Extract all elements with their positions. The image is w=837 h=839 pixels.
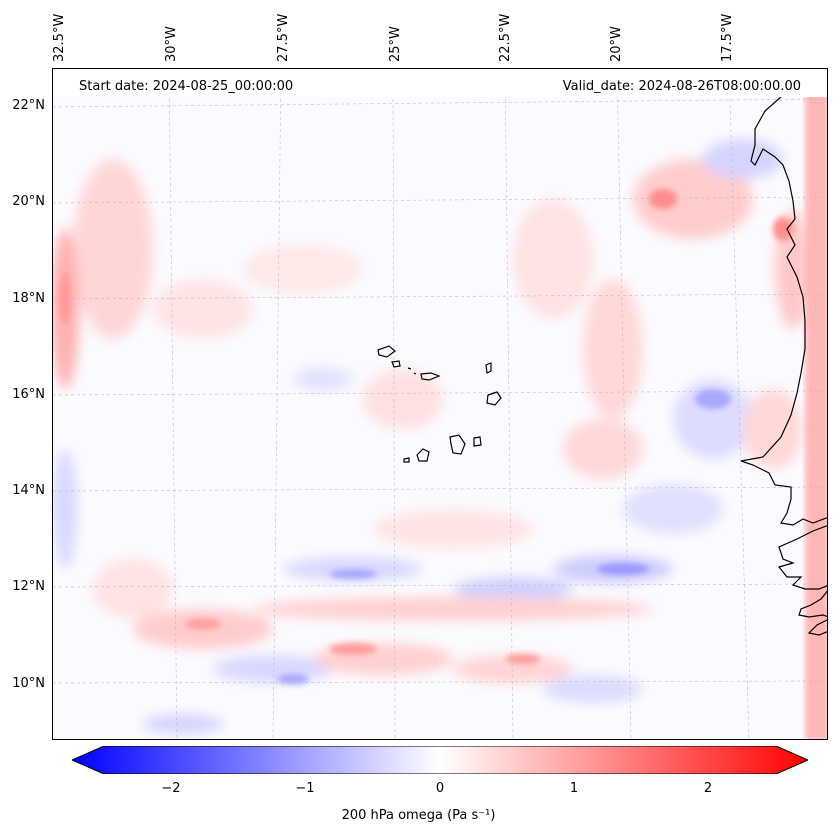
colorbar-body — [72, 746, 808, 774]
omega-field — [53, 69, 827, 739]
lon-label-17-5w: 17.5°W — [720, 13, 735, 62]
lat-label-10n: 10°N — [12, 676, 45, 691]
lon-label-22-5w: 22.5°W — [498, 13, 513, 62]
lat-label-12n: 12°N — [12, 579, 45, 594]
lat-label-14n: 14°N — [12, 483, 45, 498]
coastline-west-africa — [740, 79, 827, 526]
graticule — [53, 69, 827, 739]
colorbar-tick-minus1: −1 — [295, 781, 315, 796]
lat-label-16n: 16°N — [12, 387, 45, 402]
east-edge-band — [805, 69, 827, 739]
cape-verde-islands — [377, 345, 502, 463]
colorbar-tick-minus2: −2 — [161, 781, 181, 796]
colorbar — [72, 746, 808, 774]
colorbar-tick-0: 0 — [435, 781, 445, 796]
start-date-label: Start date: 2024-08-25_00:00:00 — [79, 79, 294, 94]
omega-strong-cores — [59, 189, 793, 684]
map-panel: Start date: 2024-08-25_00:00:00 Valid_da… — [52, 68, 828, 740]
coastline-guinea — [777, 525, 827, 590]
colorbar-tick-1: 1 — [569, 781, 579, 796]
lon-label-20w: 20°W — [609, 26, 624, 62]
lat-label-20n: 20°N — [12, 194, 45, 209]
lon-label-25w: 25°W — [388, 26, 403, 62]
lon-label-30w: 30°W — [164, 26, 179, 62]
info-band — [53, 69, 827, 97]
lon-label-32-5w: 32.5°W — [52, 13, 67, 62]
valid-date-label: Valid_date: 2024-08-26T08:00:00.00 — [562, 79, 801, 94]
lat-label-22n: 22°N — [12, 98, 45, 113]
lon-label-27-5w: 27.5°W — [276, 13, 291, 62]
coastline-sierra-leone — [798, 590, 827, 636]
colorbar-tick-2: 2 — [703, 781, 713, 796]
colorbar-label: 200 hPa omega (Pa s⁻¹) — [341, 808, 496, 823]
lat-label-18n: 18°N — [12, 291, 45, 306]
